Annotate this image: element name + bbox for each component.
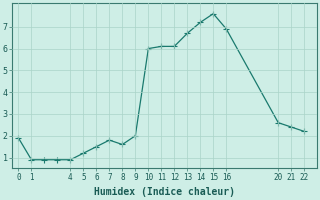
X-axis label: Humidex (Indice chaleur): Humidex (Indice chaleur)	[94, 187, 235, 197]
